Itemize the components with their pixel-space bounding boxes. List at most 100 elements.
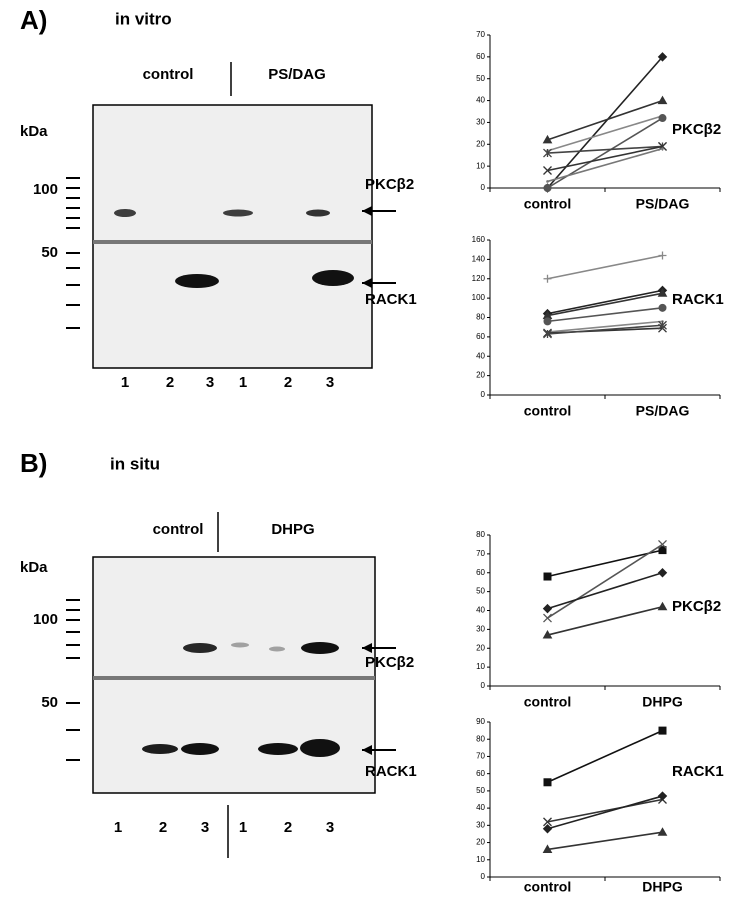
marker (657, 95, 668, 105)
marker (657, 52, 668, 62)
lane-number: 1 (121, 374, 129, 391)
marker (542, 844, 553, 853)
lane-number: 2 (284, 819, 292, 836)
series-line (547, 147, 663, 183)
chart-label: PKCβ2 (672, 598, 721, 615)
series-line (547, 254, 663, 280)
series-line (547, 115, 663, 152)
series-line (547, 324, 663, 335)
series-line (547, 307, 663, 323)
y-tick-label: 120 (472, 274, 486, 283)
series-line (547, 292, 663, 317)
arrow-head (362, 643, 372, 653)
y-tick-label: 0 (481, 681, 486, 690)
series-line (547, 543, 663, 619)
series-line (547, 605, 663, 636)
marker (657, 568, 668, 578)
panel-label: B) (20, 448, 47, 478)
marker-weight: 100 (33, 181, 58, 198)
marker (543, 329, 552, 339)
band-label: RACK1 (365, 763, 417, 780)
x-tick-label: control (524, 403, 571, 419)
band (175, 274, 219, 288)
marker (542, 603, 553, 614)
blot (92, 556, 376, 794)
marker (542, 134, 553, 144)
marker (658, 546, 667, 555)
marker (657, 791, 668, 801)
y-tick-label: 90 (476, 717, 485, 726)
marker (657, 827, 668, 836)
y-tick-label: 30 (476, 624, 485, 633)
lane-number: 1 (239, 819, 247, 836)
x-tick-label: PS/DAG (636, 403, 690, 419)
y-tick-label: 30 (476, 820, 485, 829)
lane-number: 1 (114, 819, 122, 836)
band (142, 744, 178, 754)
band (300, 739, 340, 757)
series-line (547, 549, 663, 578)
chart: 0 10 20 30 40 50 60 70 80 control DHPG PKCβ2 (476, 530, 721, 710)
blot-separator (93, 676, 375, 680)
panel-title: in situ (110, 454, 160, 473)
kda-label: kDa (20, 559, 48, 576)
y-tick-label: 10 (476, 855, 485, 864)
arrow-head (362, 206, 372, 216)
chart-label: RACK1 (672, 291, 724, 308)
series-line (547, 831, 663, 851)
x-tick-label: control (524, 879, 571, 895)
y-tick-label: 0 (481, 872, 486, 881)
chart-label: PKCβ2 (672, 121, 721, 138)
band-label: RACK1 (365, 291, 417, 308)
band (231, 642, 249, 648)
marker (543, 778, 552, 787)
lane-number: 2 (284, 374, 292, 391)
series-line (547, 798, 663, 823)
y-tick-label: 60 (476, 769, 485, 778)
marker (543, 166, 552, 175)
lane-number: 1 (239, 374, 247, 391)
lane-number: 3 (326, 374, 334, 391)
group-label: control (153, 521, 204, 538)
lane-number: 3 (326, 819, 334, 836)
marker-weight: 50 (41, 694, 58, 711)
y-tick-label: 50 (476, 587, 485, 596)
y-tick-label: 80 (476, 313, 485, 322)
band (306, 209, 330, 217)
series-line (547, 145, 663, 154)
series-line (547, 289, 663, 315)
marker (661, 147, 664, 150)
marker-weight: 50 (41, 244, 58, 261)
group-label: PS/DAG (268, 66, 326, 83)
series-line (547, 571, 663, 610)
y-tick-label: 20 (476, 371, 485, 380)
band (181, 743, 219, 755)
y-tick-label: 20 (476, 838, 485, 847)
y-tick-label: 40 (476, 96, 485, 105)
y-tick-label: 0 (481, 390, 486, 399)
marker (658, 539, 667, 549)
marker (658, 251, 667, 260)
marker (657, 601, 668, 611)
x-tick-label: PS/DAG (636, 196, 690, 212)
lane-number: 3 (201, 819, 209, 836)
y-tick-label: 100 (472, 293, 486, 302)
band (301, 642, 339, 654)
marker (543, 184, 552, 192)
kda-label: kDa (20, 123, 48, 140)
y-tick-label: 80 (476, 734, 485, 743)
series-line (547, 145, 663, 172)
marker (658, 726, 667, 735)
marker (543, 613, 552, 623)
x-tick-label: control (524, 196, 571, 212)
blot-separator (93, 240, 372, 244)
band (258, 743, 298, 755)
y-tick-label: 80 (476, 530, 485, 539)
band (183, 643, 217, 653)
y-tick-label: 140 (472, 254, 486, 263)
marker (658, 114, 667, 123)
series-line (547, 795, 663, 830)
band (269, 646, 285, 652)
marker (543, 274, 552, 283)
